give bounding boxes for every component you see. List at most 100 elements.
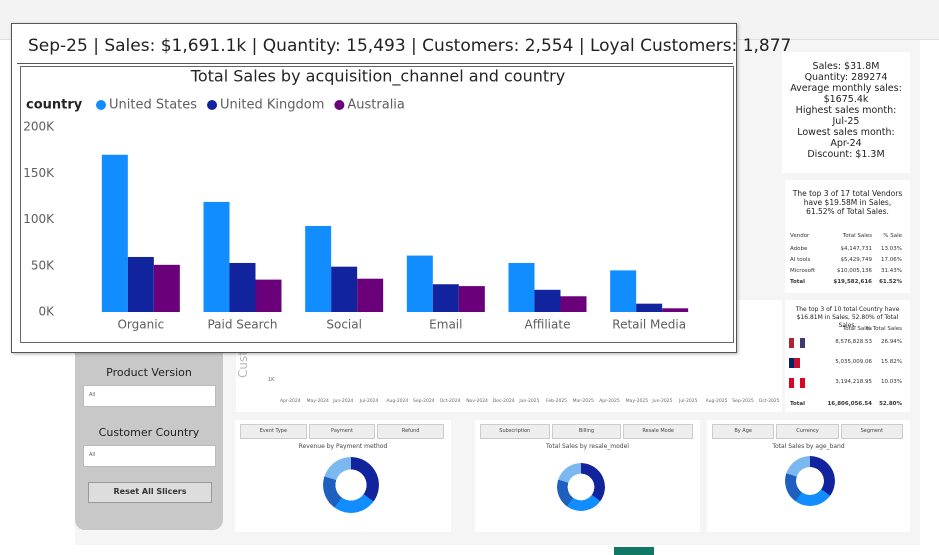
panel-button-label: Event Type xyxy=(259,428,288,434)
panel-button-label: Resale Mode xyxy=(642,428,674,434)
bar xyxy=(508,262,535,312)
y-tick-label: 0K xyxy=(38,305,55,319)
trend-x-label: Aug-2025 xyxy=(705,399,728,404)
trend-x-label: Jan-2025 xyxy=(519,399,540,404)
chart: Total Sales by acquisition_channel and c… xyxy=(20,66,734,343)
trend-x-label: Oct-2025 xyxy=(758,399,780,404)
bar xyxy=(432,284,459,312)
trend-x-label: Sep-2024 xyxy=(413,399,435,404)
summary-line: Apr-24 xyxy=(830,138,862,149)
trend-x-label: May-2025 xyxy=(625,399,649,404)
panel-button[interactable] xyxy=(308,424,376,439)
table-total: 16,806,056.54 xyxy=(827,401,872,407)
trend-x-label: Jul-2025 xyxy=(679,399,698,404)
chart-title: Total Sales by acquisition_channel and c… xyxy=(190,67,565,87)
panel-button[interactable] xyxy=(712,424,775,439)
panel-button[interactable] xyxy=(377,424,444,439)
panel-button-label: Billing xyxy=(578,428,595,434)
trend-x-label: Jun-2024 xyxy=(333,399,354,404)
table-cell: Total xyxy=(790,279,806,285)
panel-button[interactable] xyxy=(480,424,550,439)
y-tick-label: 100K xyxy=(23,212,55,226)
legend-marker xyxy=(334,100,345,110)
trend-x-label: Aug-2024 xyxy=(386,399,409,404)
legend-label: Australia xyxy=(347,98,405,113)
y-tick-label: 50K xyxy=(31,258,55,272)
summary-line: Sales: $31.8M xyxy=(812,61,880,72)
bar xyxy=(406,255,433,312)
trend-x-label: Oct-2024 xyxy=(439,399,461,404)
table-cell: 15.82% xyxy=(881,359,902,365)
bar xyxy=(229,262,256,312)
summary-line: Highest sales month: xyxy=(795,105,897,116)
x-tick-label: Retail Media xyxy=(612,318,686,332)
bar xyxy=(636,303,663,312)
panel-button-label: Payment xyxy=(331,428,353,434)
summary-line: $1675.4k xyxy=(823,94,869,105)
flag xyxy=(789,378,805,388)
table-total: Total xyxy=(790,401,806,407)
table-cell: 3,194,218.95 xyxy=(835,379,872,385)
panel-title: Total Sales by resale_model xyxy=(546,443,629,450)
trend-y-label: 1K xyxy=(268,377,275,383)
panel-title: Total Sales by age_band xyxy=(772,443,845,450)
country-caption: The top 3 of 10 total Country have $16.8… xyxy=(795,306,900,329)
y-tick-label: 200K xyxy=(23,120,55,134)
panel-button-label: Subscription xyxy=(499,428,531,434)
table-cell: Microsoft xyxy=(790,268,816,274)
slicer-label: Product Version xyxy=(106,366,192,379)
table-cell: $4,147,731 xyxy=(840,246,873,252)
donut xyxy=(323,457,379,513)
column-header: % Sale xyxy=(883,233,902,239)
tooltip: Sep-25 | Sales: $1,691.1k | Quantity: 15… xyxy=(11,23,791,353)
panel-button[interactable] xyxy=(840,424,903,439)
panel-button-label: By Age xyxy=(734,428,752,434)
x-tick-label: Paid Search xyxy=(207,318,277,332)
bar xyxy=(153,264,180,312)
bar xyxy=(203,201,230,312)
table-cell: 31.43% xyxy=(881,268,902,274)
bar xyxy=(610,270,637,312)
summary-line: Jul-25 xyxy=(832,116,860,127)
trend-x-label: Nov-2024 xyxy=(466,399,488,404)
trend-x-label: Jul-2024 xyxy=(359,399,379,404)
legend-marker xyxy=(96,100,106,110)
summary-line: Discount: $1.3M xyxy=(807,149,885,160)
table-cell: 61.52% xyxy=(879,279,902,285)
panel-button[interactable] xyxy=(776,424,839,439)
trend-x-label: May-2024 xyxy=(306,399,329,404)
bar xyxy=(560,296,587,312)
bar xyxy=(255,279,282,312)
panel-button[interactable] xyxy=(551,424,622,439)
table-cell: 10.03% xyxy=(881,379,902,385)
trend-x-label: Apr-2024 xyxy=(280,399,301,404)
table-cell: Adobe xyxy=(790,246,808,252)
table-cell: 17.06% xyxy=(881,257,902,263)
page-tab[interactable] xyxy=(614,547,654,555)
flag xyxy=(789,338,805,348)
table-cell: 26.94% xyxy=(881,339,902,345)
column-header: Vendor xyxy=(790,233,810,239)
slicer-dropdown[interactable] xyxy=(83,385,216,407)
column-header: Total Sales xyxy=(842,326,872,332)
table-cell: 8,576,828.53 xyxy=(835,339,872,345)
legend-title: country xyxy=(26,98,83,113)
bar xyxy=(458,286,485,312)
bar xyxy=(127,256,154,312)
slicer-dropdown[interactable] xyxy=(83,445,216,467)
panel-button[interactable] xyxy=(240,424,307,439)
flag xyxy=(789,358,805,368)
panel-button-label: Refund xyxy=(401,428,420,434)
trend-x-label: Mar-2025 xyxy=(572,399,594,404)
bar xyxy=(331,266,358,312)
panel-button[interactable] xyxy=(623,424,693,439)
summary-card xyxy=(782,52,910,173)
vendor-caption: The top 3 of 17 total Vendors have $19.5… xyxy=(792,189,903,216)
table-cell: $10,005,136 xyxy=(837,268,872,274)
slicer-value: All xyxy=(89,452,96,458)
bar xyxy=(662,308,689,312)
bar xyxy=(305,225,332,312)
reset-button[interactable] xyxy=(88,482,212,503)
panel-button-label: Currency xyxy=(796,428,819,434)
summary-line: Lowest sales month: xyxy=(797,127,895,138)
